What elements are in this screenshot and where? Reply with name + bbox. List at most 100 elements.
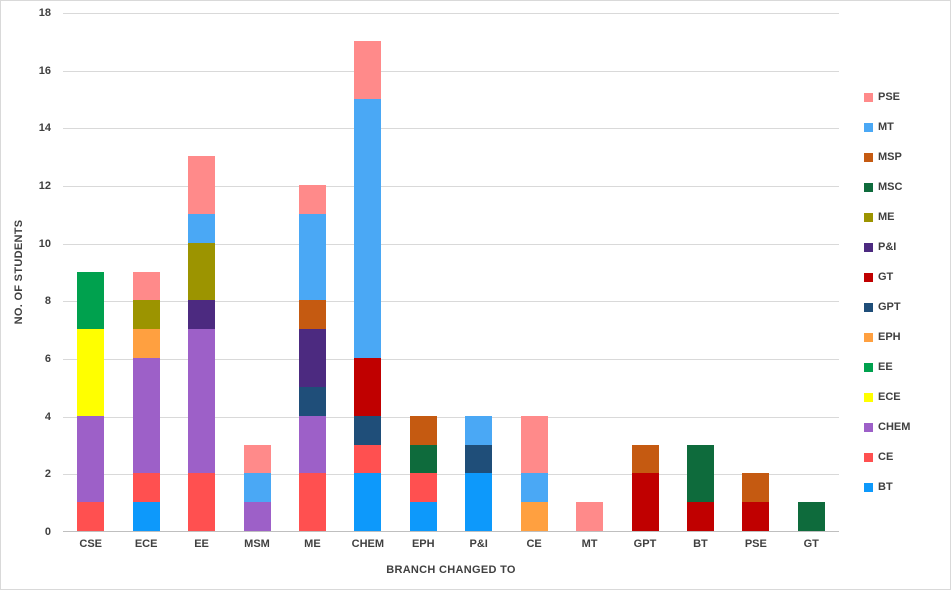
gridline	[63, 359, 839, 360]
legend-item-GT: GT	[864, 271, 910, 284]
bar-segment-GPT	[465, 444, 493, 474]
bar-EPH	[409, 415, 437, 531]
bar-segment-PSE	[188, 156, 216, 214]
legend-label: MSP	[878, 151, 902, 163]
bar-segment-ME	[188, 242, 216, 301]
bar-ME	[298, 185, 326, 531]
legend-item-PSE: PSE	[864, 91, 910, 104]
legend-label: CE	[878, 451, 894, 463]
bar-segment-MSP	[742, 473, 770, 503]
bar-segment-CHEM	[77, 415, 105, 503]
legend-item-GPT: GPT	[864, 301, 910, 314]
x-tick-label: GT	[803, 538, 819, 550]
bar-segment-GPT	[298, 386, 326, 416]
legend-swatch	[864, 153, 873, 162]
legend-swatch	[864, 453, 873, 462]
bar-segment-EPH	[132, 329, 160, 359]
legend-swatch	[864, 123, 873, 132]
y-tick-label: 0	[44, 526, 51, 538]
bar-segment-MT	[188, 213, 216, 243]
legend-item-EE: EE	[864, 361, 910, 374]
x-tick-label: CE	[526, 538, 542, 550]
legend-label: PSE	[878, 91, 901, 103]
x-tick-label: GPT	[633, 538, 657, 550]
x-axis-ticks: CSE ECE EE MSM ME CHEM EPH P&I CE MT GPT BT PSE GT	[63, 538, 839, 552]
bar-ECE	[132, 271, 160, 531]
legend-item-BT: BT	[864, 481, 910, 494]
legend-item-ME: ME	[864, 211, 910, 224]
legend-label: GT	[878, 271, 894, 283]
bar-segment-GPT	[354, 415, 382, 445]
legend-label: MT	[878, 121, 894, 133]
bar-segment-MT	[298, 213, 326, 301]
bar-segment-CE	[354, 444, 382, 474]
legend-item-P&I: P&I	[864, 241, 910, 254]
bar-GT	[797, 502, 825, 531]
legend-swatch	[864, 93, 873, 102]
bar-MT	[576, 502, 604, 531]
gridline	[63, 13, 839, 14]
y-tick-label: 12	[38, 180, 51, 192]
x-tick-label: ECE	[134, 538, 158, 550]
bar-segment-EE	[77, 271, 105, 330]
gridline	[63, 70, 839, 72]
legend-label: CHEM	[878, 421, 911, 433]
gridline	[63, 301, 839, 303]
bar-segment-BT	[132, 502, 160, 531]
bar-segment-CE	[298, 473, 326, 531]
legend-swatch	[864, 363, 873, 372]
bar-segment-PSE	[576, 502, 604, 531]
bar-segment-BT	[409, 502, 437, 531]
x-tick-label: MSM	[244, 538, 270, 550]
bar-segment-P&I	[298, 329, 326, 387]
bar-segment-CE	[77, 502, 105, 531]
bar-segment-CE	[188, 473, 216, 531]
x-tick-label: CSE	[79, 538, 103, 550]
y-tick-label: 14	[38, 122, 51, 135]
x-tick-label: ME	[304, 538, 321, 550]
y-tick-label: 16	[38, 64, 51, 77]
bar-segment-CE	[409, 473, 437, 503]
gridline	[63, 243, 839, 245]
bar-segment-MSP	[631, 444, 659, 474]
gridline	[63, 128, 839, 130]
bar-segment-MT	[520, 473, 548, 503]
legend-swatch	[864, 423, 873, 432]
y-tick-label: 18	[38, 7, 51, 19]
bar-EE	[188, 156, 216, 531]
bar-segment-MSC	[686, 444, 714, 503]
bar-P&I	[465, 415, 493, 531]
y-tick-label: 8	[44, 295, 51, 308]
plot-area	[63, 13, 839, 532]
bar-segment-CHEM	[243, 502, 271, 531]
legend-swatch	[864, 333, 873, 342]
gridline	[63, 416, 839, 418]
legend-item-MT: MT	[864, 121, 910, 134]
y-tick-label: 4	[44, 410, 51, 423]
legend-item-MSC: MSC	[864, 181, 910, 194]
x-tick-label: BT	[693, 538, 708, 550]
legend-label: MSC	[878, 181, 903, 193]
gridline	[63, 474, 839, 476]
legend-label: GPT	[878, 301, 901, 313]
legend-swatch	[864, 483, 873, 492]
bar-segment-GT	[631, 473, 659, 531]
x-tick-label: MT	[581, 538, 598, 550]
x-tick-label: P&I	[469, 538, 488, 550]
bar-segment-MT	[243, 473, 271, 503]
legend-item-CE: CE	[864, 451, 910, 464]
legend-swatch	[864, 213, 873, 222]
bar-CSE	[77, 271, 105, 531]
legend-swatch	[864, 393, 873, 402]
legend-item-CHEM: CHEM	[864, 421, 910, 434]
bar-segment-PSE	[520, 415, 548, 474]
x-tick-label: PSE	[744, 538, 767, 550]
bar-segment-PSE	[132, 271, 160, 301]
bar-segment-CE	[132, 473, 160, 503]
bar-segment-CHEM	[188, 329, 216, 474]
bar-segment-PSE	[298, 185, 326, 214]
x-tick-label: EPH	[411, 538, 435, 550]
bar-segment-P&I	[188, 300, 216, 330]
bar-CHEM	[354, 40, 382, 531]
